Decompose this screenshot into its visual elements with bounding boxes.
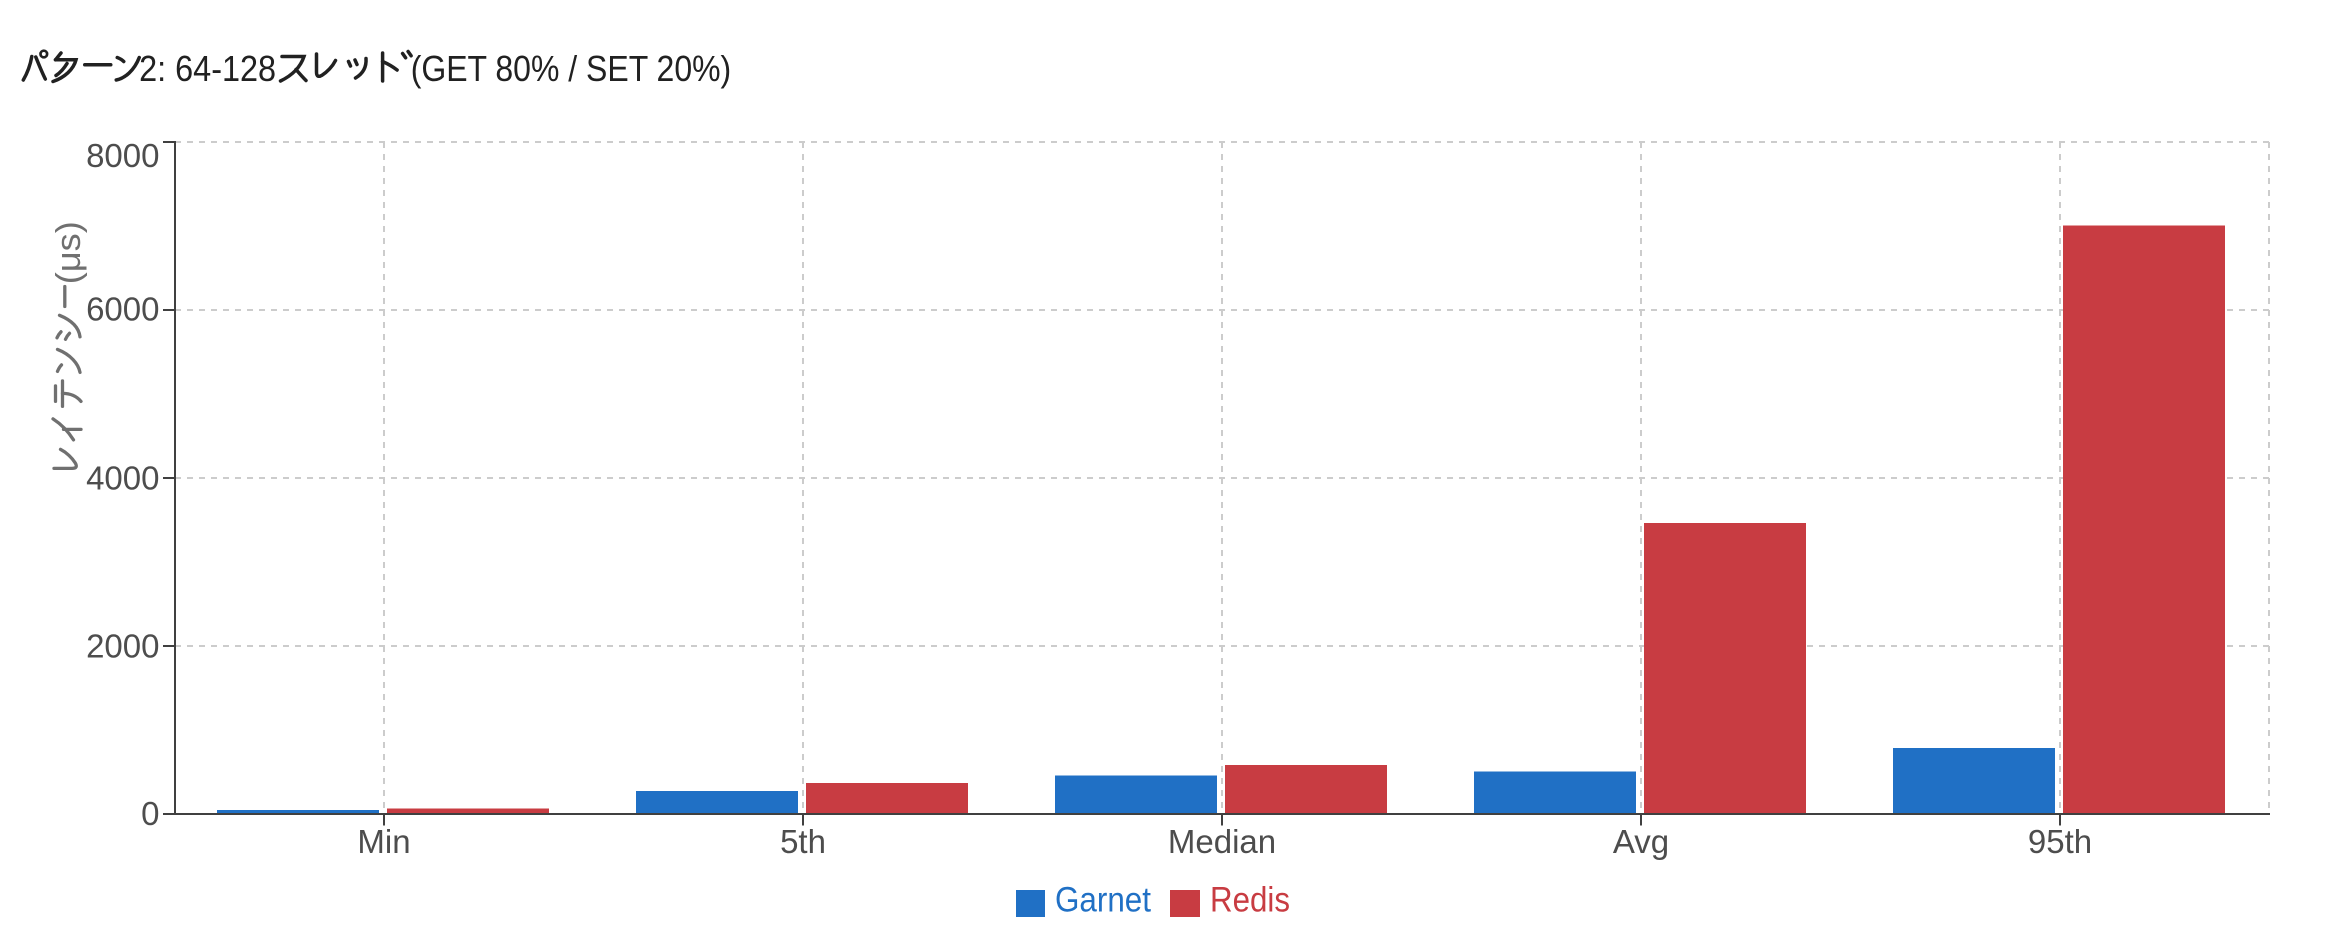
svg-text:Garnet: Garnet	[1055, 881, 1151, 920]
svg-text:(GET 80% / SET 20%): (GET 80% / SET 20%)	[411, 48, 732, 89]
svg-text:8000: 8000	[86, 137, 159, 174]
svg-text:Redis: Redis	[1210, 881, 1290, 920]
svg-text:0: 0	[141, 795, 159, 832]
svg-text:5th: 5th	[780, 823, 826, 860]
svg-text:4000: 4000	[86, 460, 159, 497]
svg-text:(μs): (μs)	[50, 221, 88, 284]
svg-text:Min: Min	[357, 823, 410, 860]
svg-text:2: 64-128: 2: 64-128	[139, 48, 276, 89]
svg-text:6000: 6000	[86, 291, 159, 328]
svg-text:2000: 2000	[86, 628, 159, 665]
svg-text:Median: Median	[1168, 823, 1276, 860]
svg-text:95th: 95th	[2028, 823, 2092, 860]
svg-text:Avg: Avg	[1613, 823, 1669, 860]
